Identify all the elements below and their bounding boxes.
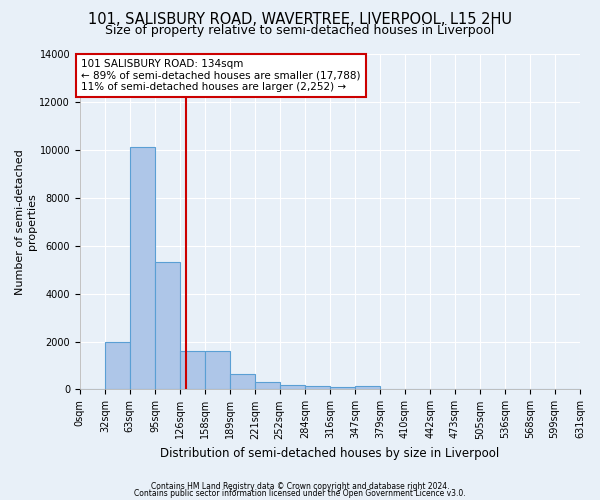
- Bar: [180, 351, 205, 390]
- X-axis label: Distribution of semi-detached houses by size in Liverpool: Distribution of semi-detached houses by …: [160, 447, 500, 460]
- Text: Contains public sector information licensed under the Open Government Licence v3: Contains public sector information licen…: [134, 490, 466, 498]
- Bar: [130, 148, 155, 390]
- Y-axis label: Number of semi-detached
properties: Number of semi-detached properties: [15, 149, 37, 294]
- Bar: [255, 382, 280, 390]
- Bar: [230, 374, 255, 390]
- Text: 101 SALISBURY ROAD: 134sqm
← 89% of semi-detached houses are smaller (17,788)
11: 101 SALISBURY ROAD: 134sqm ← 89% of semi…: [82, 59, 361, 92]
- Bar: [205, 351, 230, 390]
- Text: 101, SALISBURY ROAD, WAVERTREE, LIVERPOOL, L15 2HU: 101, SALISBURY ROAD, WAVERTREE, LIVERPOO…: [88, 12, 512, 28]
- Bar: [105, 342, 130, 390]
- Bar: [305, 386, 331, 390]
- Bar: [280, 385, 305, 390]
- Bar: [355, 386, 380, 390]
- Bar: [331, 387, 355, 390]
- Bar: [155, 262, 180, 390]
- Text: Size of property relative to semi-detached houses in Liverpool: Size of property relative to semi-detach…: [106, 24, 494, 37]
- Text: Contains HM Land Registry data © Crown copyright and database right 2024.: Contains HM Land Registry data © Crown c…: [151, 482, 449, 491]
